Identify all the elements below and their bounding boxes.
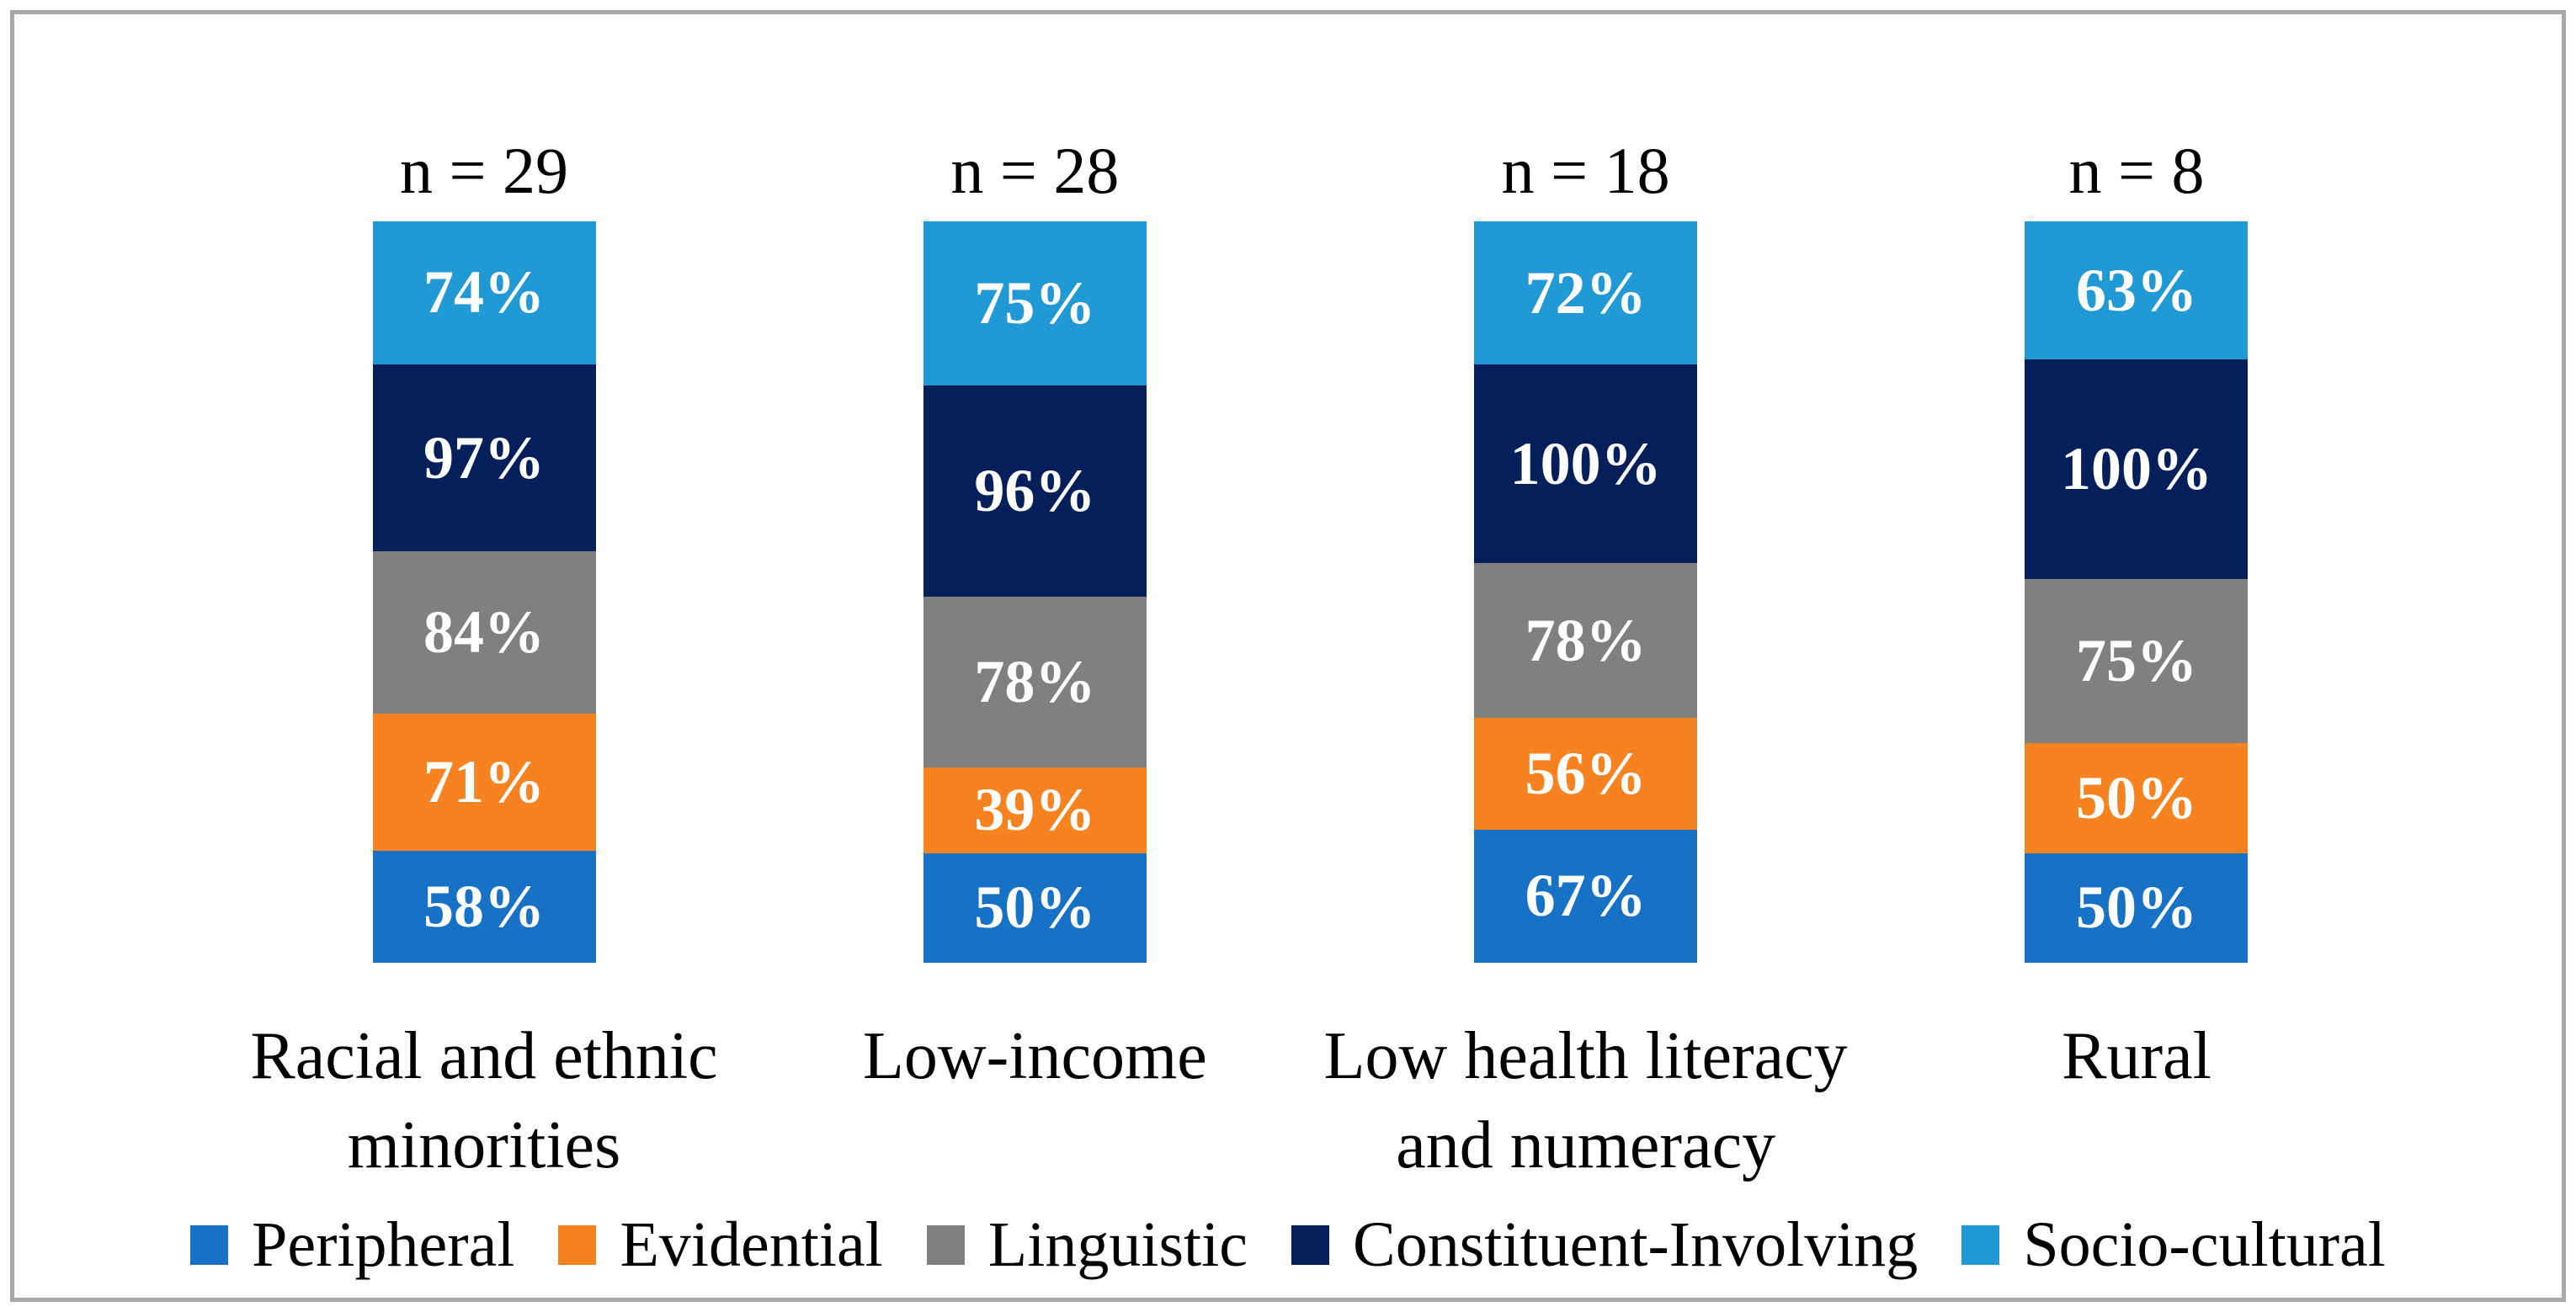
value-label: 50% (2075, 764, 2197, 831)
category-label: Low-income (863, 1012, 1207, 1101)
chart-plot-area: n = 29 58% 71% 84% 97% 74% Racial and ethnic… (209, 130, 2412, 1190)
chart-column-rural: n = 8 50% 50% 75% 100% 63% Rural (1861, 130, 2412, 1190)
category-label: Low health literacy and numeracy (1324, 1012, 1848, 1190)
category-label-line: minorities (347, 1108, 621, 1182)
stacked-bar-low-income: 50% 39% 78% 96% 75% (923, 221, 1147, 963)
bar-segment-evidential: 50% (2025, 743, 2249, 853)
bar-segment-socio-cultural: 75% (923, 221, 1147, 386)
value-label: 96% (974, 457, 1096, 525)
chart-column-low-health-literacy-and-numeracy: n = 18 67% 56% 78% 100% 72% Low health liter… (1311, 130, 1861, 1190)
bar-segment-peripheral: 50% (2025, 853, 2249, 963)
legend-label: Socio-cultural (2023, 1208, 2386, 1280)
bar-segment-peripheral: 50% (923, 853, 1147, 963)
bar-segment-linguistic: 78% (923, 596, 1147, 768)
chart-legend: Peripheral Evidential Linguistic Constit… (17, 1198, 2559, 1291)
value-label: 58% (423, 872, 545, 940)
legend-label: Linguistic (987, 1208, 1248, 1280)
value-label: 100% (2060, 435, 2212, 503)
value-label: 71% (423, 747, 545, 815)
value-label: 78% (1525, 606, 1647, 674)
bar-segment-constituent-involving: 96% (923, 385, 1147, 597)
value-label: 50% (2075, 874, 2197, 942)
value-label: 67% (1525, 862, 1647, 930)
bar-segment-socio-cultural: 63% (2025, 221, 2249, 360)
value-label: 50% (974, 874, 1096, 942)
value-label: 75% (2075, 627, 2197, 695)
sample-size-label: n = 8 (2068, 134, 2205, 207)
stacked-bar-low-health-literacy-and-numeracy: 67% 56% 78% 100% 72% (1474, 221, 1698, 963)
value-label: 97% (423, 423, 545, 491)
legend-item-peripheral: Peripheral (190, 1208, 514, 1282)
bar-segment-constituent-involving: 97% (372, 364, 596, 552)
sample-size-label: n = 18 (1501, 134, 1670, 207)
value-label: 74% (423, 258, 545, 327)
category-label: Racial and ethnic minorities (250, 1012, 717, 1190)
legend-swatch-evidential (558, 1224, 597, 1265)
bar-segment-constituent-involving: 100% (1474, 364, 1698, 564)
legend-label: Evidential (620, 1208, 883, 1280)
sample-size-label: n = 28 (950, 134, 1120, 207)
bar-segment-socio-cultural: 74% (372, 221, 596, 364)
bar-segment-evidential: 71% (372, 714, 596, 851)
legend-swatch-socio-cultural (1961, 1224, 2000, 1265)
legend-item-socio-cultural: Socio-cultural (1961, 1208, 2386, 1282)
value-label: 39% (974, 776, 1096, 844)
legend-swatch-peripheral (190, 1224, 229, 1265)
bar-segment-peripheral: 67% (1474, 829, 1698, 963)
stacked-bar-racial-and-ethnic-minorities: 58% 71% 84% 97% 74% (372, 221, 596, 963)
legend-label: Peripheral (252, 1208, 515, 1280)
category-label-line: Low-income (862, 1019, 1207, 1093)
value-label: 100% (1509, 429, 1662, 497)
stacked-bar-rural: 50% 50% 75% 100% 63% (2025, 221, 2249, 963)
category-label: Rural (2062, 1012, 2211, 1101)
category-label-line: Racial and ethnic (250, 1019, 718, 1093)
category-label-line: Low health literacy (1323, 1019, 1848, 1093)
value-label: 72% (1525, 258, 1647, 327)
legend-label: Constituent-Involving (1353, 1208, 1919, 1280)
legend-item-linguistic: Linguistic (926, 1208, 1248, 1282)
value-label: 56% (1525, 740, 1647, 808)
chart-column-low-income: n = 28 50% 39% 78% 96% 75% Low-income (759, 130, 1310, 1190)
value-label: 75% (974, 269, 1096, 337)
legend-swatch-constituent-involving (1291, 1224, 1329, 1265)
value-label: 84% (423, 598, 545, 667)
legend-item-constituent-involving: Constituent-Involving (1291, 1208, 1918, 1282)
bar-segment-linguistic: 78% (1474, 563, 1698, 719)
bar-segment-evidential: 56% (1474, 718, 1698, 830)
value-label: 63% (2075, 256, 2197, 324)
sample-size-label: n = 29 (400, 134, 568, 207)
legend-swatch-linguistic (926, 1224, 965, 1265)
bar-segment-peripheral: 58% (372, 850, 596, 963)
bar-segment-linguistic: 75% (2025, 578, 2249, 744)
bar-segment-constituent-involving: 100% (2025, 359, 2249, 579)
chart-column-racial-and-ethnic-minorities: n = 29 58% 71% 84% 97% 74% Racial and ethnic… (209, 130, 759, 1190)
category-label-line: and numeracy (1396, 1108, 1776, 1182)
bar-segment-socio-cultural: 72% (1474, 221, 1698, 365)
legend-item-evidential: Evidential (558, 1208, 883, 1282)
bar-segment-evidential: 39% (923, 768, 1147, 853)
bar-segment-linguistic: 84% (372, 551, 596, 714)
category-label-line: Rural (2062, 1019, 2211, 1093)
value-label: 78% (974, 647, 1096, 715)
